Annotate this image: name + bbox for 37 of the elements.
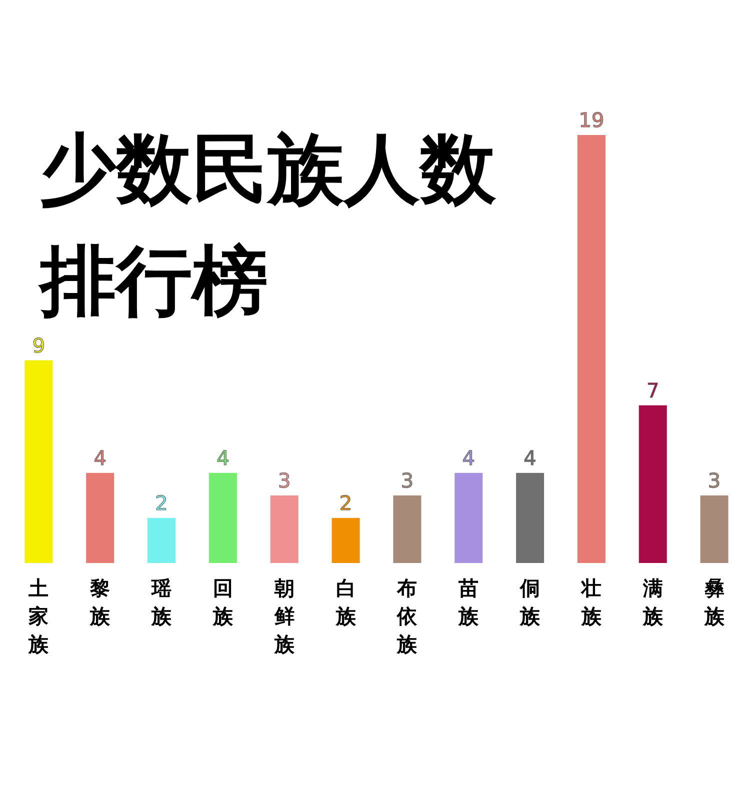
data-label: 3: [278, 468, 291, 492]
x-tick-label: 苗族: [458, 576, 480, 628]
data-label: 4: [216, 446, 230, 470]
data-label: 19: [578, 108, 604, 132]
x-tick-label: 满族: [642, 576, 664, 628]
bar: [454, 472, 483, 563]
x-tick-label: 回族: [212, 576, 234, 628]
text: 少数民族人数排行榜: [38, 124, 497, 325]
bar: [208, 472, 237, 563]
bar: [332, 518, 360, 563]
data-label: 3: [400, 468, 414, 492]
x-tick-label: 土家族: [28, 576, 50, 656]
x-tick-label: 瑶族: [150, 576, 173, 628]
x-tick-label: 壮族: [579, 576, 602, 628]
x-tick-label: 侗族: [519, 576, 542, 628]
x-tick-label: 彝族: [703, 576, 726, 628]
data-label: 4: [94, 446, 106, 470]
x-tick-label: 白族: [334, 576, 357, 628]
bar: [148, 518, 176, 563]
x-tick-label: 布依族: [396, 576, 418, 656]
bar: [577, 135, 606, 563]
x-tick-label: 黎族: [89, 576, 112, 628]
data-label: 2: [339, 490, 352, 515]
data-label: 4: [462, 446, 475, 470]
bar: [393, 495, 422, 563]
data-label: 7: [646, 378, 660, 402]
bar: [86, 472, 114, 563]
x-tick-label: 朝鲜族: [273, 576, 296, 656]
data-label: 9: [32, 333, 46, 358]
bar: [24, 360, 53, 563]
bar: [638, 405, 667, 563]
data-label: 4: [524, 446, 536, 470]
bar: [270, 495, 298, 563]
data-label: 2: [155, 490, 168, 515]
bar: [700, 495, 728, 563]
data-label: 3: [708, 468, 721, 492]
bar: [516, 472, 544, 563]
